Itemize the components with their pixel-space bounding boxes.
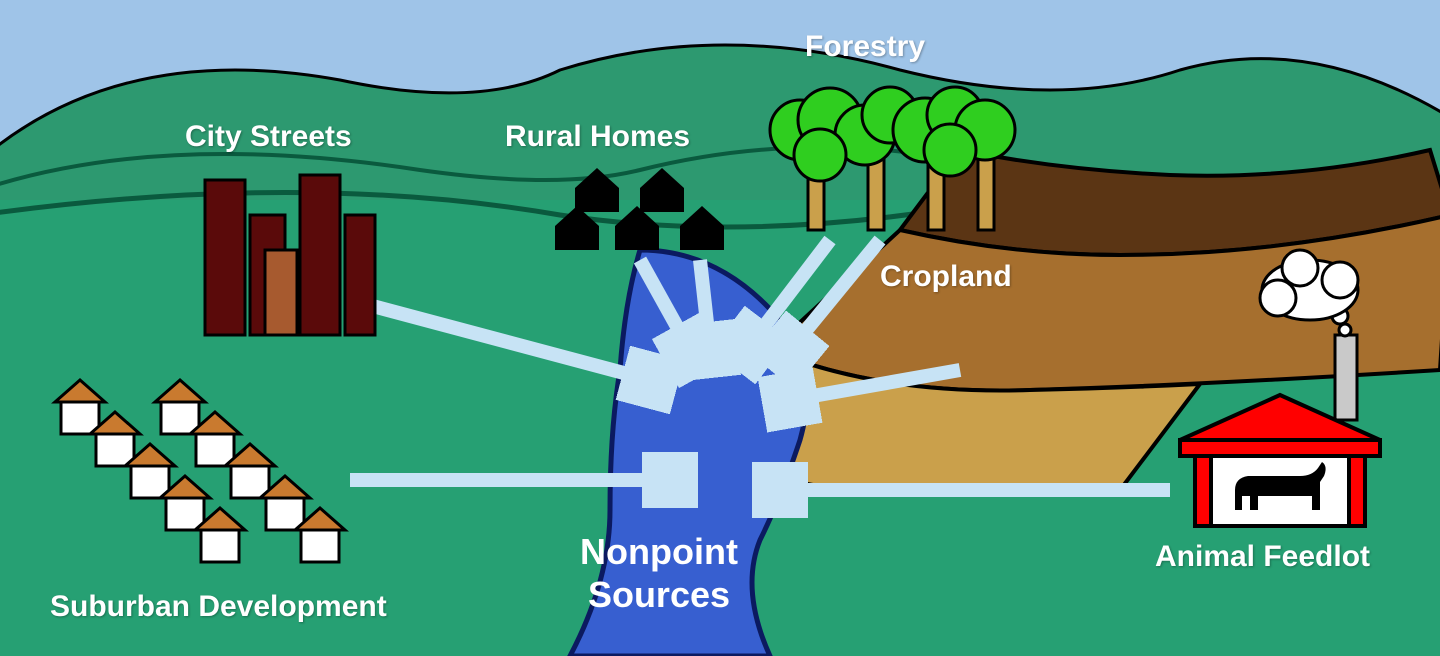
- label-cropland: Cropland: [880, 260, 1012, 294]
- label-animal-feedlot: Animal Feedlot: [1155, 540, 1370, 574]
- label-suburban-development: Suburban Development: [50, 590, 387, 624]
- center-line1: Nonpoint: [580, 530, 738, 573]
- center-line2: Sources: [580, 573, 738, 616]
- label-rural-homes: Rural Homes: [505, 120, 690, 154]
- label-forestry: Forestry: [805, 30, 925, 64]
- label-nonpoint-sources: Nonpoint Sources: [580, 530, 738, 616]
- label-city-streets: City Streets: [185, 120, 352, 154]
